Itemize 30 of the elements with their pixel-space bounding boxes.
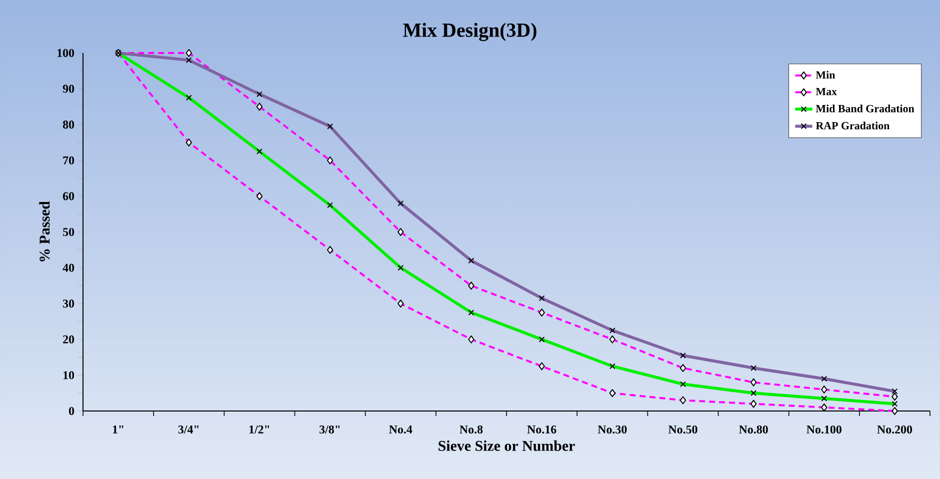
y-tick-label: 40 (62, 264, 74, 272)
x-tick-label: No.30 (598, 425, 627, 434)
x-tick-label: 1/2" (249, 425, 270, 434)
y-tick-label: 100 (58, 48, 74, 58)
x-tick-label: No.80 (739, 425, 768, 434)
x-tick-label: No.8 (460, 425, 483, 434)
y-tick-label: 20 (63, 335, 74, 344)
chart-title: Mix Design(3D) (403, 22, 536, 42)
y-tick-label: 30 (63, 300, 74, 308)
x-axis-title: Sieve Size or Number (438, 440, 575, 451)
y-tick-label: 60 (62, 192, 74, 200)
x-tick-label: No.50 (668, 425, 698, 434)
x-tick-label: 3/4" (178, 425, 199, 434)
x-tick-label: 3/8" (320, 425, 340, 434)
y-tick-label: 70 (63, 156, 74, 164)
y-tick-label: 50 (63, 228, 74, 236)
x-tick-label: 1" (112, 425, 124, 434)
x-tick-label: No.4 (389, 425, 412, 434)
legend-label: RAP Gradation (816, 122, 890, 130)
x-tick-label: No.16 (527, 425, 556, 434)
legend-label: Mid Band Gradation (816, 104, 914, 112)
x-tick-label: No.100 (806, 425, 842, 434)
x-tick-label: No.200 (877, 425, 912, 434)
legend-label: Min (816, 70, 836, 79)
y-tick-label: 80 (62, 120, 74, 129)
legend-label: Max (816, 88, 837, 96)
y-tick-label: 0 (68, 406, 74, 416)
y-tick-label: 90 (62, 84, 74, 93)
y-axis-title: % Passed (39, 201, 50, 262)
y-tick-label: 10 (64, 371, 74, 380)
